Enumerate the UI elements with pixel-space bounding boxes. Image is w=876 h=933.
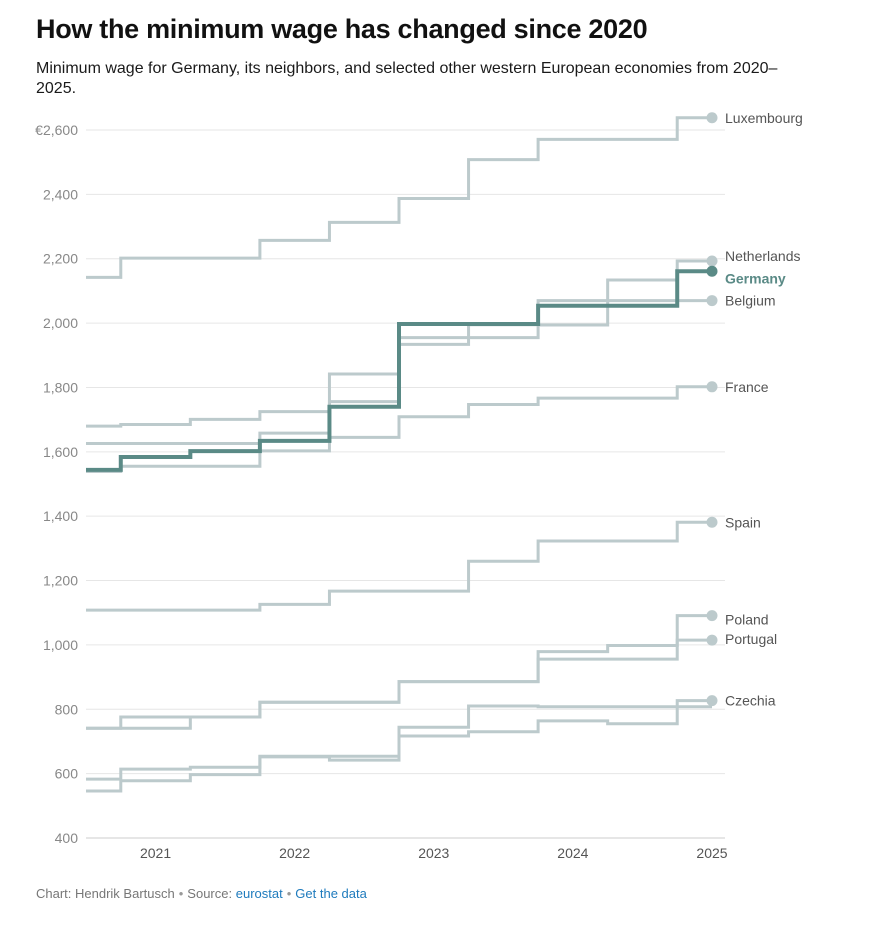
separator-dot: • bbox=[286, 886, 292, 901]
chart-footer: Chart: Hendrik Bartusch • Source: eurostat… bbox=[36, 886, 367, 901]
x-tick-label: 2021 bbox=[140, 845, 171, 861]
series-endpoint-portugal bbox=[706, 634, 718, 646]
y-tick-label: €2,600 bbox=[35, 122, 78, 138]
series-line-germany bbox=[86, 269, 712, 472]
y-axis-ticks: 400 600 800 1,000 1,200 1,400 1,600 1,800 2,000 2… bbox=[35, 122, 78, 846]
line-chart: 400 600 800 1,000 1,200 1,400 1,600 1,800 2,000 2… bbox=[35, 110, 803, 861]
series-line-luxembourg bbox=[86, 116, 712, 279]
gridlines bbox=[86, 129, 725, 839]
series-label: Portugal bbox=[725, 631, 777, 647]
series-line-france bbox=[86, 385, 712, 473]
series-endpoint-czechia bbox=[706, 695, 718, 707]
get-data-link[interactable]: Get the data bbox=[295, 886, 367, 901]
y-tick-label: 600 bbox=[55, 766, 79, 782]
series-line-spain bbox=[86, 520, 712, 612]
series-endpoint-belgium bbox=[706, 295, 718, 307]
y-tick-label: 1,800 bbox=[43, 379, 78, 395]
series-label: Netherlands bbox=[725, 248, 801, 264]
chart-subtitle: Minimum wage for Germany, its neighbors,… bbox=[36, 60, 778, 97]
series-label: Germany bbox=[725, 270, 786, 286]
y-tick-label: 1,000 bbox=[43, 637, 78, 653]
chart-title: How the minimum wage has changed since 2… bbox=[36, 14, 648, 44]
series-label: Poland bbox=[725, 612, 769, 628]
y-tick-label: 400 bbox=[55, 830, 79, 846]
y-tick-label: 2,400 bbox=[43, 186, 78, 202]
y-tick-label: 1,200 bbox=[43, 573, 78, 589]
series-endpoint-netherlands bbox=[706, 255, 718, 267]
series-endpoint-poland bbox=[706, 610, 718, 622]
y-tick-label: 2,200 bbox=[43, 251, 78, 267]
series-label: Czechia bbox=[725, 693, 776, 709]
y-tick-label: 2,000 bbox=[43, 315, 78, 331]
x-tick-label: 2022 bbox=[279, 845, 310, 861]
series-endpoint-luxembourg bbox=[706, 112, 718, 124]
x-tick-label: 2023 bbox=[418, 845, 449, 861]
series-label: Spain bbox=[725, 514, 761, 530]
series-highlight-layer bbox=[86, 265, 718, 472]
y-tick-label: 1,600 bbox=[43, 444, 78, 460]
source-link[interactable]: eurostat bbox=[235, 886, 283, 901]
series-endpoint-france bbox=[706, 381, 718, 393]
series-label: Belgium bbox=[725, 293, 776, 309]
credit-text: Chart: Hendrik Bartusch bbox=[36, 886, 175, 901]
x-axis-ticks: 2021 2022 2023 2024 2025 bbox=[140, 845, 728, 861]
x-tick-label: 2024 bbox=[557, 845, 588, 861]
series-line-czechia-alt bbox=[86, 704, 712, 781]
series-label: France bbox=[725, 379, 769, 395]
series-endpoint-spain bbox=[706, 516, 718, 528]
separator-dot: • bbox=[178, 886, 184, 901]
series-label: Luxembourg bbox=[725, 110, 803, 126]
series-labels: Luxembourg Netherlands Germany Belgium Franc… bbox=[725, 110, 803, 709]
y-tick-label: 800 bbox=[55, 701, 79, 717]
source-label: Source: bbox=[187, 886, 233, 901]
series-line-poland bbox=[86, 614, 712, 730]
x-tick-label: 2025 bbox=[696, 845, 727, 861]
y-tick-label: 1,400 bbox=[43, 508, 78, 524]
series-endpoint-germany bbox=[706, 265, 718, 277]
series-line-portugal bbox=[86, 638, 712, 730]
